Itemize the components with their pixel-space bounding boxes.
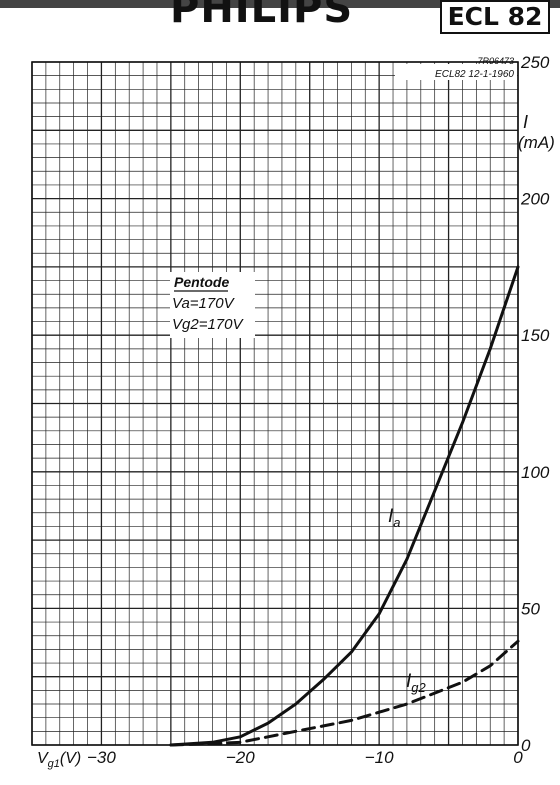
x-tick-label: −10: [365, 748, 394, 767]
tube-type-label: ECL 82: [440, 0, 550, 34]
x-tick-label: 0: [513, 748, 523, 767]
y-axis-unit: (mA): [518, 133, 555, 152]
drawing-info: ECL82 12-1-1960: [435, 69, 514, 80]
series-line-ia: [169, 265, 520, 747]
drawing-ref: 7R06473: [477, 56, 514, 66]
y-tick-label: 0: [521, 736, 531, 755]
x-tick-label: −30: [87, 748, 116, 767]
brand-logo: PHILIPS: [170, 0, 354, 32]
y-tick-label: 250: [520, 53, 550, 72]
x-axis-label: Vg1(V): [37, 750, 81, 770]
series-label-ia: Ia: [388, 506, 401, 530]
plot-frame: [31, 61, 519, 746]
series-line-ig2: [169, 639, 520, 747]
conditions-vg2: Vg2=170V: [172, 316, 244, 333]
y-tick-label: 100: [521, 463, 550, 482]
series-label-ig2: Ig2: [406, 671, 427, 695]
chart-curves: [169, 265, 520, 747]
top-edge-bar: [0, 0, 560, 8]
conditions-title: Pentode: [174, 274, 229, 290]
conditions-va: Va=170V: [172, 295, 236, 312]
chart-grid: [31, 61, 519, 746]
y-tick-label: 150: [521, 326, 550, 345]
x-tick-label: −20: [226, 748, 255, 767]
drawing-info-bg: [395, 64, 517, 80]
conditions-bg: [170, 272, 255, 338]
y-tick-label: 50: [521, 599, 540, 618]
y-axis-symbol: I: [523, 112, 528, 132]
y-tick-label: 200: [520, 190, 550, 209]
